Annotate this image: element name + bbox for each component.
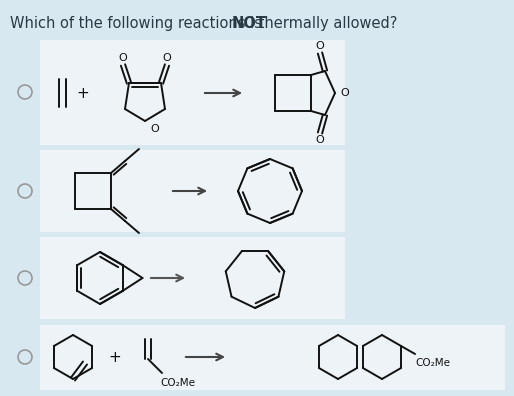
Text: O: O (340, 88, 349, 98)
Text: O: O (316, 41, 324, 51)
Text: O: O (162, 53, 171, 63)
FancyBboxPatch shape (40, 325, 505, 390)
Text: CO₂Me: CO₂Me (415, 358, 450, 368)
FancyBboxPatch shape (40, 150, 345, 232)
Text: CO₂Me: CO₂Me (160, 378, 195, 388)
Text: NOT: NOT (231, 16, 266, 31)
Text: +: + (108, 350, 121, 364)
FancyBboxPatch shape (40, 40, 345, 145)
Text: Which of the following reactions is: Which of the following reactions is (10, 16, 267, 31)
Text: +: + (76, 86, 89, 101)
FancyBboxPatch shape (40, 237, 345, 319)
Text: O: O (119, 53, 127, 63)
Text: thermally allowed?: thermally allowed? (254, 16, 397, 31)
Text: O: O (316, 135, 324, 145)
Text: O: O (150, 124, 159, 134)
